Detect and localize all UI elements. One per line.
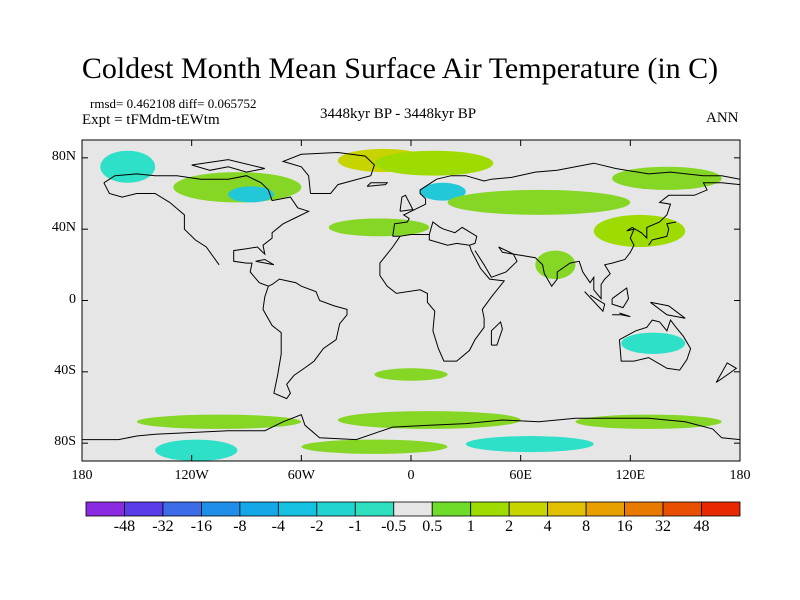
y-tick-label: 80N (51, 148, 76, 164)
y-tick-label: 0 (69, 291, 76, 307)
colorbar-label: -16 (190, 518, 213, 535)
colorbar-swatch (547, 501, 587, 517)
colorbar-swatch (470, 501, 510, 517)
colorbar-label: 32 (655, 518, 672, 535)
colorbar-label: 48 (693, 518, 710, 535)
colorbar-label: -4 (271, 518, 285, 535)
y-tick-label: 80S (54, 434, 76, 450)
colorbar-label: -1 (348, 518, 362, 535)
season-label: ANN (706, 110, 739, 126)
colorbar-label: -48 (113, 518, 136, 535)
colorbar-swatch (85, 501, 125, 517)
coastline (715, 362, 738, 383)
period-label: 3448kyr BP - 3448kyr BP (320, 106, 477, 122)
anomaly-region-southern-ocean-warm-3 (575, 414, 722, 429)
colorbar-label: 8 (582, 518, 591, 535)
colorbar-label: 16 (616, 518, 633, 535)
coastline (281, 151, 375, 194)
colorbar-swatch (354, 501, 395, 517)
colorbar-swatch (585, 501, 625, 517)
coastline (366, 182, 389, 187)
colorbar-swatch (701, 501, 741, 517)
rmsd-diff-label: rmsd= 0.462108 diff= 0.065752 (90, 96, 257, 111)
anomaly-region-south-atlantic-warm (374, 368, 448, 381)
anomaly-region-antarctic-warm (301, 439, 448, 454)
colorbar-swatch (508, 501, 549, 517)
colorbar-label: 1 (466, 518, 475, 535)
colorbar-label: -2 (310, 518, 324, 535)
colorbar-swatch (662, 501, 702, 517)
x-tick-label: 60E (509, 468, 532, 483)
x-tick-label: 180 (729, 468, 751, 483)
coastline (650, 301, 686, 319)
colorbar-swatch (393, 501, 433, 517)
colorbar-label: 4 (543, 518, 552, 535)
colorbar-swatch (124, 501, 164, 517)
coastline (648, 221, 677, 246)
anomaly-region-east-asia-warm (593, 214, 686, 247)
anomaly-region-hudson-cool (228, 186, 274, 203)
coastline (612, 312, 631, 318)
colorbar-label: -8 (233, 518, 247, 535)
anomaly-region-antarctic-cool-1 (155, 439, 238, 461)
coastline (191, 159, 265, 173)
anomaly-region-eurasia-warm (447, 189, 631, 215)
coastline (392, 221, 478, 246)
x-tick-label: 120W (174, 468, 209, 483)
colorbar-swatch (277, 501, 318, 517)
anomaly-region-india-warm (535, 250, 576, 280)
colorbar-swatch (431, 501, 472, 517)
y-tick-label: 40S (54, 362, 76, 378)
coastline (474, 246, 518, 278)
anomaly-region-southern-ocean-warm-2 (337, 411, 521, 429)
colorbar-label: 0.5 (422, 518, 443, 535)
colorbar-swatch (201, 501, 241, 517)
coastline (255, 258, 275, 266)
anomaly-region-antarctic-cool-2 (465, 436, 594, 453)
coastline (379, 236, 506, 362)
coastline (399, 194, 414, 212)
anomaly-region-arctic-central-warm (374, 150, 494, 176)
anomaly-region-australia-cool (621, 332, 686, 354)
coastline (392, 162, 740, 237)
coastline (618, 319, 692, 371)
colorbar-swatch (316, 501, 356, 517)
anomaly-region-alaska-cool (100, 150, 156, 183)
x-tick-label: 60W (287, 468, 315, 483)
coastline (490, 320, 503, 346)
anomaly-region-southern-ocean-warm-1 (136, 414, 302, 429)
colorbar-swatch (162, 501, 202, 517)
map-title: Coldest Month Mean Surface Air Temperatu… (81, 52, 719, 85)
coastline (103, 173, 348, 400)
coastline (584, 291, 606, 313)
anomaly-region-atlantic-warm (328, 218, 430, 237)
y-tick-label: 40N (51, 220, 76, 236)
x-tick-label: 0 (407, 468, 415, 483)
colorbar-label: -32 (152, 518, 174, 535)
colorbar-swatch (624, 501, 664, 517)
colorbar-label: -0.5 (381, 518, 407, 535)
x-tick-label: 120E (615, 468, 646, 483)
coastline (611, 287, 630, 309)
coastline (103, 182, 220, 266)
anomaly-region-scandinavia-cool (420, 182, 466, 201)
x-tick-label: 180 (71, 468, 93, 483)
colorbar-label: 2 (505, 518, 514, 535)
coastline (498, 182, 740, 301)
coastline (82, 413, 740, 441)
experiment-label: Expt = tFMdm-tEWtm (82, 112, 220, 128)
colorbar-swatch (239, 501, 279, 517)
